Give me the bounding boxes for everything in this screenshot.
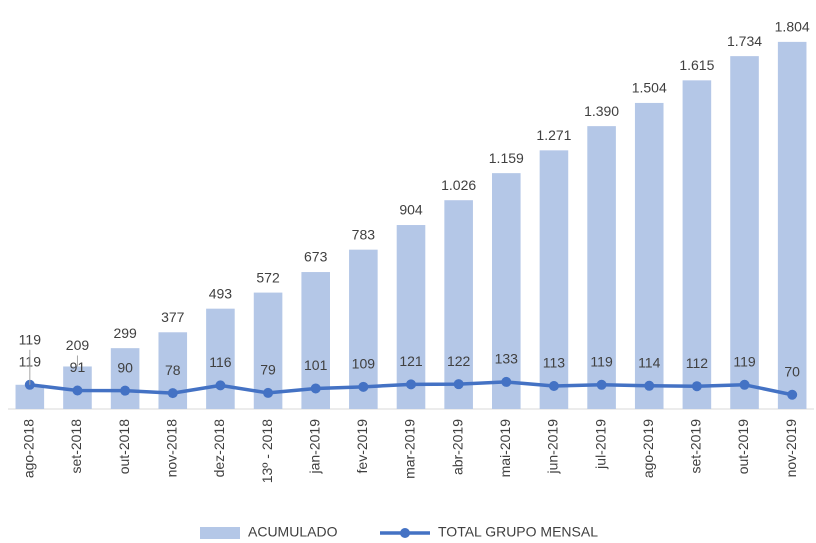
bar [110,348,140,409]
line-data-label: 121 [399,353,423,369]
line-data-label: 78 [165,362,181,378]
bar-data-label: 904 [399,202,423,218]
bar [777,41,807,410]
x-tick-label: ago-2019 [640,419,656,478]
bar-data-label: 1.390 [584,103,619,119]
line-point [787,389,798,400]
x-tick-label: set-2019 [688,419,704,474]
x-tick-label: mai-2019 [497,419,513,478]
x-tick-label: out-2019 [735,419,751,474]
bar [634,102,664,409]
line-data-label: 90 [117,359,133,375]
legend-swatch [200,527,240,539]
bar-data-label: 572 [256,269,280,285]
x-tick-label: ago-2018 [21,419,37,478]
x-tick-label: jun-2019 [545,419,561,475]
line-data-label: 133 [495,351,519,367]
line-point [548,381,559,392]
line-data-label: 119 [733,353,756,369]
bar [492,173,521,409]
line-data-label: 109 [352,356,376,372]
x-tick-label: nov-2019 [783,419,799,478]
line-point [453,379,464,390]
line-point [167,388,178,399]
bar [587,126,616,409]
line-point [358,381,369,392]
legend-swatch-marker [400,528,410,538]
bar-data-label: 783 [352,226,376,242]
x-tick-label: fev-2019 [354,419,370,474]
x-tick-label: mar-2019 [402,419,418,479]
bar-data-label: 1.615 [679,57,714,73]
legend-label: ACUMULADO [248,524,338,540]
bar [682,80,712,409]
line-point [739,379,750,390]
bar-data-label: 299 [113,325,137,341]
line-point [72,385,83,396]
bar-data-label: 1.026 [441,177,476,193]
line-point [596,379,607,390]
bar-data-label: 119 [19,331,42,347]
bar-data-label: 1.734 [727,33,762,49]
x-tick-label: set-2018 [68,419,84,474]
bar-data-label: 1.504 [632,80,667,96]
bar-data-label: 1.804 [775,19,810,35]
bar [539,150,569,409]
x-tick-label: nov-2018 [163,419,179,478]
line-point [310,383,321,394]
bar [444,200,473,409]
bar-data-label: 1.159 [489,150,524,166]
line-data-label: 119 [590,353,613,369]
line-point [120,385,131,396]
x-tick-label: 13º - 2018 [259,419,275,483]
x-tick-label: dez-2018 [211,419,227,478]
line-data-label: 101 [304,357,328,373]
line-data-label: 79 [260,362,276,378]
bar [730,56,759,409]
line-data-label: 91 [70,359,86,375]
x-tick-label: jan-2019 [306,419,322,475]
line-data-label: 122 [447,353,471,369]
bar [206,308,235,409]
x-tick-label: out-2018 [116,419,132,474]
line-data-label: 114 [638,355,661,371]
line-point [644,380,655,391]
x-tick-label: jul-2019 [592,419,608,470]
bar-data-label: 1.271 [536,127,571,143]
line-point [501,376,512,387]
bar-data-label: 493 [209,285,233,301]
bar-data-label: 377 [161,309,185,325]
bar-data-label: 673 [304,249,328,265]
bar [396,225,426,409]
line-point [215,380,226,391]
line-data-label: 116 [209,354,232,370]
line-point [691,381,702,392]
bar-data-label: 209 [66,337,90,353]
line-point [263,387,274,398]
line-point [406,379,416,390]
line-data-label: 113 [543,355,566,371]
line-data-label: 70 [784,363,800,379]
legend-label: TOTAL GRUPO MENSAL [438,524,598,540]
line-data-label: 112 [686,355,709,371]
x-tick-label: abr-2019 [449,419,465,475]
